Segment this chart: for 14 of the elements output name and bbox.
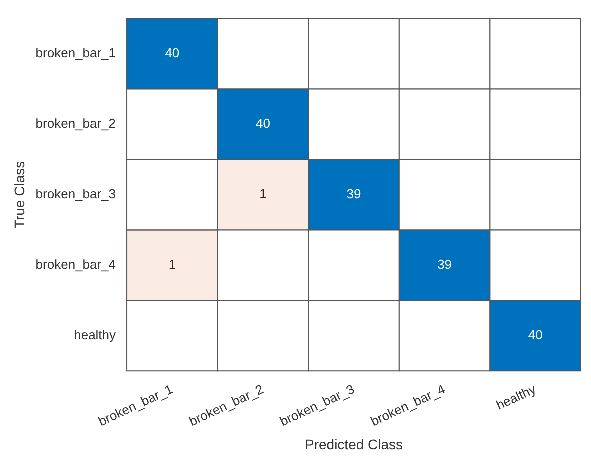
y-axis-title: True Class xyxy=(11,161,28,229)
x-axis-title: Predicted Class xyxy=(304,436,404,452)
data-label: 1 xyxy=(168,257,176,272)
y-tick-label: broken_bar_3 xyxy=(36,186,116,202)
y-tick-label: healthy xyxy=(74,328,117,342)
data-label: 40 xyxy=(528,328,543,342)
data-label: 39 xyxy=(346,186,362,202)
y-tick-label: broken_bar_4 xyxy=(36,257,116,272)
data-label: 39 xyxy=(438,257,452,272)
y-tick-label: broken_bar_1 xyxy=(36,46,116,61)
data-label: 1 xyxy=(260,186,267,202)
data-label: 40 xyxy=(256,116,270,132)
data-label: 40 xyxy=(165,46,180,61)
y-tick-label: broken_bar_2 xyxy=(36,116,116,132)
